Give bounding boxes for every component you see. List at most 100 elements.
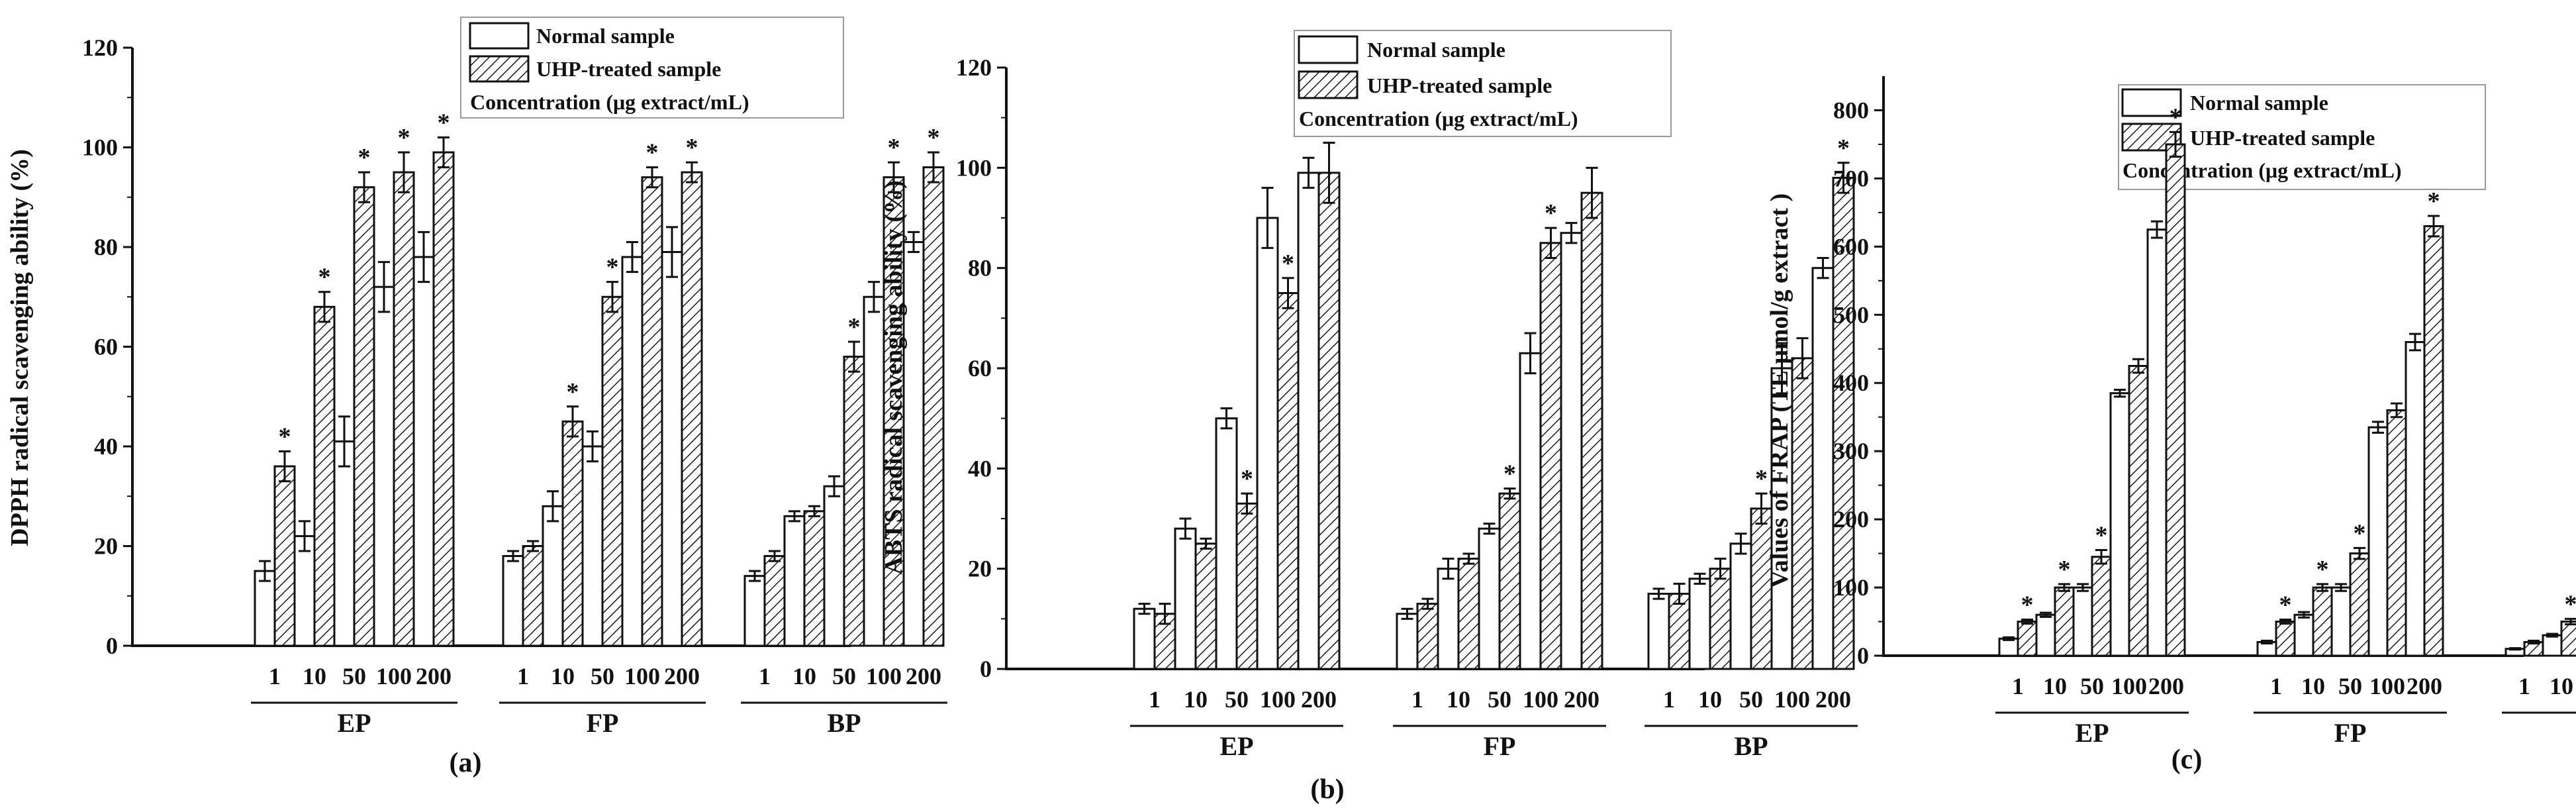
concentration-label: 10 [551,663,575,689]
bar-treated [2017,621,2038,657]
y-tick-label: 300 [1833,438,1869,464]
bar-normal [743,575,766,647]
significance-marker: * [2354,519,2366,547]
bar-normal [333,440,356,647]
concentration-label: 100 [376,663,412,689]
bar-treated [353,186,375,647]
concentration-label: 200 [416,663,452,689]
group-label: EP [1219,731,1253,761]
y-tick-label: 500 [1833,301,1869,328]
significance-marker: * [2565,590,2576,618]
bar-normal [1133,607,1156,670]
significance-marker: * [2170,103,2182,131]
panel-label: (c) [2171,744,2203,775]
bar-normal [1770,367,1793,670]
significance-marker: * [318,264,331,291]
group-label: FP [2334,718,2367,748]
bar-treated [273,465,296,647]
concentration-label: 200 [1301,686,1337,713]
concentration-label: 1 [2518,673,2530,699]
significance-marker: * [2021,591,2034,619]
significance-marker: * [567,378,579,406]
bar-normal [661,251,683,647]
significance-marker: * [358,144,371,172]
concentration-label: 1 [1149,686,1161,713]
significance-marker: * [2095,521,2108,549]
bar-normal [1998,637,2019,657]
bar-normal [2035,613,2056,657]
bar-normal [823,485,845,647]
bar-treated [2275,621,2296,657]
bar-normal [1688,578,1711,670]
y-tick-label: 120 [956,54,992,81]
bar-normal [502,555,524,647]
bar-normal [2405,340,2426,657]
legend-label-treated: UHP-treated sample [1367,74,1552,97]
concentration-label: 10 [2043,673,2067,699]
concentration-label: 200 [664,663,700,689]
bar-normal [1297,172,1320,670]
bar-treated [393,171,415,647]
bar-treated [1750,507,1773,670]
y-tick-label: 120 [82,34,118,61]
significance-marker: * [606,254,619,281]
chart-panel-b: ABTS radical scavenging ability (%) (b) … [880,30,1858,805]
significance-marker: * [1545,199,1557,227]
y-tick-label: 60 [94,334,118,360]
significance-marker: * [2058,556,2071,584]
bar-treated [1498,492,1521,670]
bar-normal [1519,352,1542,670]
bar-treated [763,555,786,647]
significance-marker: * [1755,465,1768,493]
concentration-label: 10 [1184,686,1208,713]
y-tick-label: 400 [1833,370,1869,396]
bar-normal [1478,527,1501,670]
y-tick-label: 600 [1833,233,1869,260]
group-label: EP [2075,718,2109,748]
bar-normal [902,240,925,647]
concentration-label: 100 [624,663,660,689]
bar-treated [1416,603,1439,670]
y-tick-label: 20 [94,533,118,560]
concentration-label: 50 [2080,673,2104,699]
concentration-label: 50 [342,663,366,689]
concentration-label: 50 [832,663,856,689]
concentration-label: 100 [2369,673,2405,699]
bar-treated [922,166,945,647]
y-tick-label: 0 [980,656,992,682]
y-tick-label: 20 [968,556,992,582]
y-tick-label: 100 [956,154,992,181]
concentration-label: 50 [1225,686,1249,713]
significance-marker: * [2316,556,2329,584]
concentration-label: 100 [1260,686,1296,713]
group-label: EP [337,708,371,738]
group-label: FP [1484,731,1516,761]
legend-swatch-treated [1298,70,1359,99]
legend: Normal sample UHP-treated sample Concent… [460,17,844,119]
bar-treated [1832,176,1855,670]
bar-treated [2165,143,2186,657]
legend-caption: Concentration (μg extract/mL) [1299,107,1578,130]
concentration-label: 50 [1739,686,1763,713]
bar-normal [542,505,564,647]
concentration-label: 200 [906,663,941,689]
y-axis-title: Values of FRAP (TE μmol/g extract ) [1766,193,1793,588]
concentration-label: 50 [591,663,614,689]
group-label: BP [1734,731,1768,761]
bar-treated [1539,242,1562,670]
bar-treated [601,295,624,647]
y-tick-label: 80 [94,234,118,260]
bar-normal [412,256,435,647]
concentration-label: 50 [2338,673,2362,699]
bar-treated [1709,568,1732,670]
bar-treated [2423,225,2444,657]
significance-marker: * [1837,134,1850,162]
y-tick-label: 0 [1857,642,1869,669]
significance-marker: * [1241,465,1253,493]
bar-normal [1215,417,1238,670]
y-tick-label: 40 [94,433,118,460]
legend-label-normal: Normal sample [536,24,675,48]
concentration-label: 10 [2301,673,2325,699]
legend-label-normal: Normal sample [1367,38,1505,62]
